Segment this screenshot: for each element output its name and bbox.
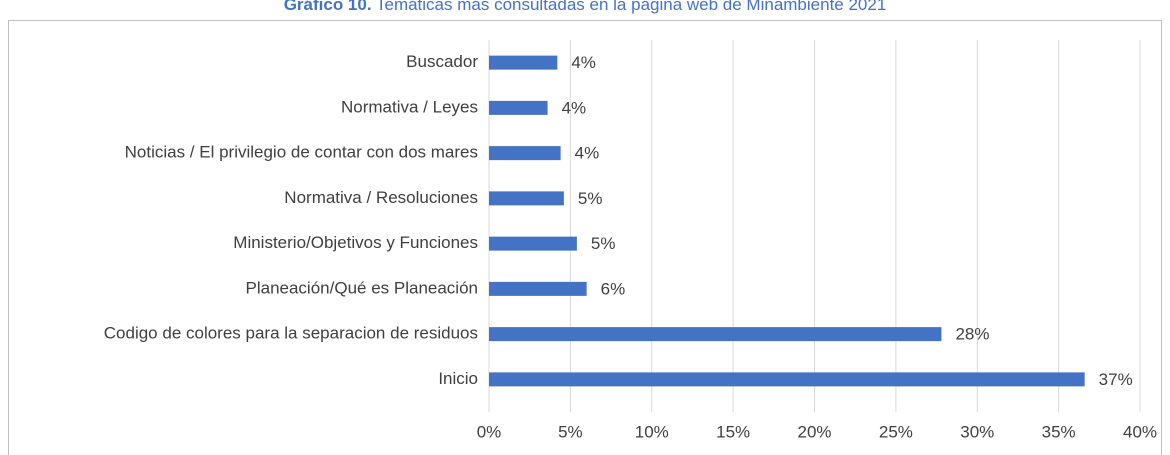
value-label: 37% — [1099, 370, 1133, 389]
y-tick-label: Normativa / Resoluciones — [284, 188, 478, 207]
y-tick-label: Noticias / El privilegio de contar con d… — [125, 143, 478, 162]
x-tick-label: 40% — [1123, 422, 1157, 441]
value-label: 5% — [591, 234, 616, 253]
bar — [489, 100, 548, 115]
x-tick-label: 35% — [1042, 422, 1076, 441]
bar — [489, 372, 1085, 387]
title-label: Gráfico 10. — [284, 0, 372, 14]
title-text: Temáticas más consultadas en la página w… — [376, 0, 886, 14]
bar — [489, 281, 587, 296]
x-tick-label: 10% — [635, 422, 669, 441]
y-tick-label: Codigo de colores para la separacion de … — [104, 324, 478, 343]
y-tick-label: Planeación/Qué es Planeación — [246, 278, 479, 297]
bar — [489, 191, 564, 206]
bar — [489, 236, 577, 251]
bar — [489, 146, 561, 161]
x-tick-label: 0% — [477, 422, 502, 441]
chart-title: Gráfico 10. Temáticas más consultadas en… — [284, 0, 887, 14]
x-tick-label: 20% — [797, 422, 831, 441]
chart-frame — [8, 20, 1162, 455]
value-label: 4% — [571, 53, 596, 72]
y-tick-label: Buscador — [406, 52, 478, 71]
x-tick-label: 30% — [960, 422, 994, 441]
value-label: 4% — [562, 98, 587, 117]
x-tick-label: 25% — [879, 422, 913, 441]
y-tick-label: Normativa / Leyes — [341, 97, 478, 116]
value-label: 28% — [955, 325, 989, 344]
y-tick-label: Inicio — [438, 369, 478, 388]
x-tick-label: 5% — [558, 422, 583, 441]
bar — [489, 327, 942, 342]
y-tick-label: Ministerio/Objetivos y Funciones — [233, 233, 478, 252]
value-label: 4% — [575, 144, 600, 163]
bar — [489, 55, 558, 70]
value-label: 5% — [578, 189, 603, 208]
x-tick-label: 15% — [716, 422, 750, 441]
value-label: 6% — [601, 279, 626, 298]
